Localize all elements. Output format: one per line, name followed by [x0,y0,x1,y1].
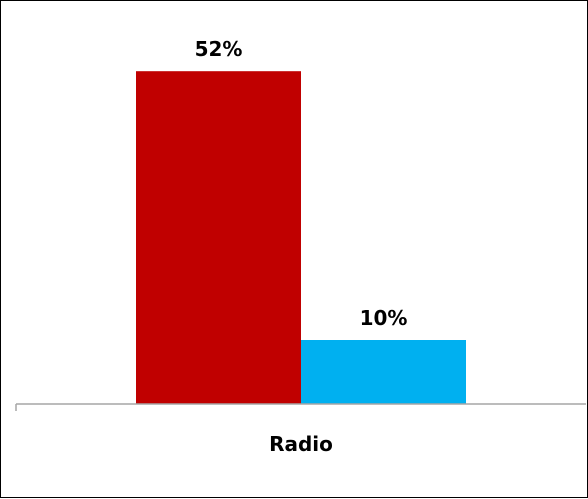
bars-layer [136,71,466,404]
bar-series-0-0 [136,71,301,404]
data-labels-layer: 52% 10% [195,37,408,330]
data-label-series-0-0: 52% [195,37,243,61]
category-label-radio: Radio [269,432,333,456]
bar-series-1-0 [301,340,466,404]
data-label-series-1-0: 10% [360,306,408,330]
